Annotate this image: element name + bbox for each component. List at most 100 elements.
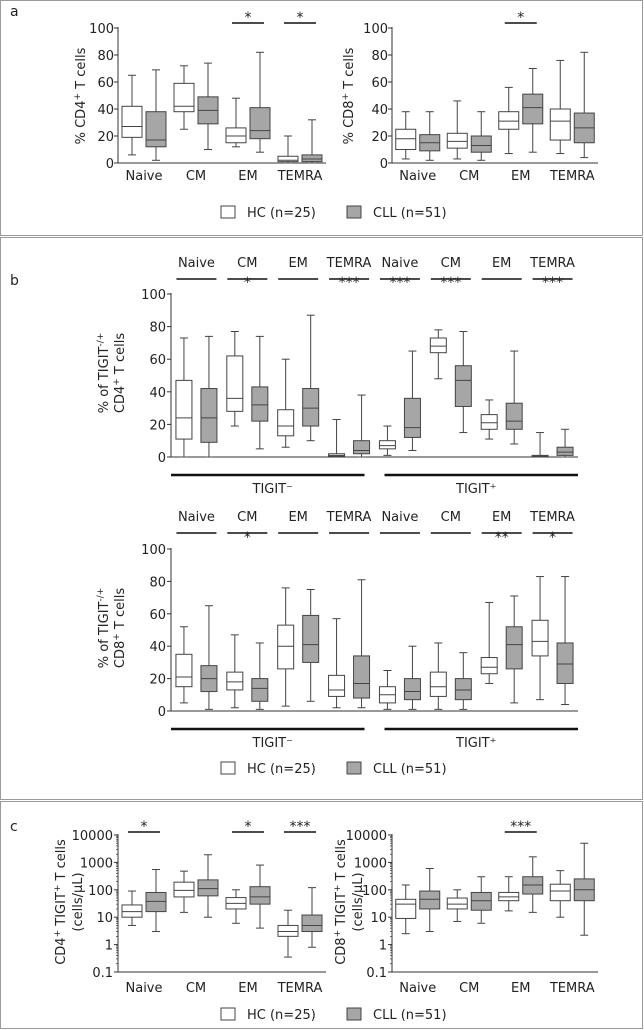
category-label: Naive xyxy=(381,256,418,271)
legend-swatch-hc xyxy=(220,205,236,219)
y-tick-label: 100 xyxy=(141,288,166,303)
y-axis-label: % of TIGIT-/+ CD4+ T cells xyxy=(96,333,128,414)
legend-swatch-cll xyxy=(346,1007,362,1021)
y-label-tail: TIGIT xyxy=(334,892,349,930)
y-label-line2: CD8 xyxy=(113,641,128,668)
cll-box xyxy=(470,135,492,153)
legend: HC (n=25) CLL (n=51) xyxy=(220,205,447,221)
y-label-tail: TIGIT xyxy=(54,892,69,930)
sig-label: * xyxy=(244,275,251,291)
category-label: CM xyxy=(459,169,479,184)
y-label-tail-b: T cells xyxy=(54,839,69,885)
cll-box xyxy=(505,626,523,670)
y-tick-label: 0.1 xyxy=(92,966,113,981)
y-axis-label: CD4+ TIGIT+ T cells(cells/μL) xyxy=(53,839,86,965)
cll-box xyxy=(251,386,269,422)
panel-letter-c: c xyxy=(10,819,18,835)
category-label: CM xyxy=(441,256,461,271)
category-label: CM xyxy=(459,981,479,996)
y-tick-label: 60 xyxy=(97,76,114,91)
sig-label: * xyxy=(141,819,148,835)
cll-box xyxy=(353,655,371,699)
category-label: Naive xyxy=(126,981,163,996)
sig-label: * xyxy=(244,530,251,546)
category-label: CM xyxy=(186,169,206,184)
hc-box xyxy=(498,111,520,130)
panel-c: c 0.1 1 10 100 1000 10000 CD4+ TIGIT+ T cells(… xyxy=(0,801,643,1029)
y-label-sup-b: + xyxy=(53,885,63,893)
hc-box xyxy=(549,883,571,902)
cll-box xyxy=(522,93,544,125)
y-tick-label: 10 xyxy=(370,911,387,926)
y-label-line1: % of TIGIT xyxy=(97,346,112,413)
y-tick-label: 80 xyxy=(97,49,114,64)
category-label: Naive xyxy=(399,981,436,996)
legend-label-cll: CLL (n=51) xyxy=(373,1008,447,1023)
hc-box xyxy=(429,671,447,697)
sig-label: * xyxy=(245,10,252,26)
hc-box xyxy=(378,440,396,450)
category-label: TEMRA xyxy=(549,981,595,996)
category-label: EM xyxy=(238,981,257,996)
y-axis-label: % CD4+ T cells xyxy=(73,47,89,144)
cll-box xyxy=(249,886,271,905)
hc-box xyxy=(277,409,295,437)
y-tick-label: 0.1 xyxy=(366,966,387,981)
category-label: EM xyxy=(288,256,307,271)
y-axis-label: CD8+ TIGIT+ T cells(cells/μL) xyxy=(333,839,366,965)
legend-swatch-cll xyxy=(346,205,362,219)
y-label-main: % CD4 xyxy=(74,101,89,145)
panel-b: b 0 20 40 60 80 100% of TIGIT-/+CD4+ T cells N… xyxy=(0,237,643,800)
hc-box xyxy=(173,82,195,113)
hc-box xyxy=(175,379,193,440)
hc-box xyxy=(531,619,549,657)
y-tick-label: 20 xyxy=(97,130,114,145)
cll-box xyxy=(454,365,472,407)
y-label-sup: + xyxy=(73,93,83,101)
legend-label-hc: HC (n=25) xyxy=(247,206,316,221)
panel-letter-a: a xyxy=(10,4,19,20)
y-label-sup-b: + xyxy=(333,885,343,893)
cll-box xyxy=(251,678,269,702)
cll-box xyxy=(200,388,218,443)
group-label-tigit-neg: TIGIT⁻ xyxy=(252,736,294,751)
sig-label: *** xyxy=(290,819,311,835)
category-label: CM xyxy=(237,510,257,525)
category-label: TEMRA xyxy=(277,981,323,996)
cll-box xyxy=(145,111,167,148)
category-label: Naive xyxy=(126,169,163,184)
y-tick-label: 40 xyxy=(371,103,388,118)
y-label-sup2: + xyxy=(112,633,122,641)
sig-label: ** xyxy=(495,530,509,546)
category-label: TEMRA xyxy=(326,510,372,525)
y-tick-label: 100 xyxy=(363,22,388,37)
cll-box xyxy=(353,440,371,455)
category-label: TEMRA xyxy=(529,510,575,525)
category-label: TEMRA xyxy=(549,169,595,184)
hc-box xyxy=(480,657,498,675)
hc-box xyxy=(328,674,346,697)
y-label-sup: + xyxy=(53,930,63,938)
cll-box xyxy=(302,388,320,427)
panel-a: a 0 20 40 60 80 100% CD4+ T cells Naive CM EM * TE… xyxy=(0,0,643,236)
y-tick-label: 1000 xyxy=(80,856,113,871)
sig-label: * xyxy=(245,819,252,835)
category-label: Naive xyxy=(381,510,418,525)
category-label: TEMRA xyxy=(529,256,575,271)
legend-swatch-cll xyxy=(346,761,362,775)
y-label-line1: % of TIGIT xyxy=(97,601,112,668)
sig-label: *** xyxy=(440,275,461,291)
sig-label: * xyxy=(297,10,304,26)
y-tick-label: 20 xyxy=(149,418,166,433)
group-label-tigit-pos: TIGIT⁺ xyxy=(455,482,497,497)
group-label-tigit-pos: TIGIT⁺ xyxy=(455,736,497,751)
y-axis-label: % CD8+ T cells xyxy=(341,47,357,144)
category-label: EM xyxy=(492,510,511,525)
category-label: EM xyxy=(492,256,511,271)
category-label: EM xyxy=(238,169,257,184)
y-label-line2: (cells/μL) xyxy=(351,872,366,931)
hc-box xyxy=(480,414,498,430)
